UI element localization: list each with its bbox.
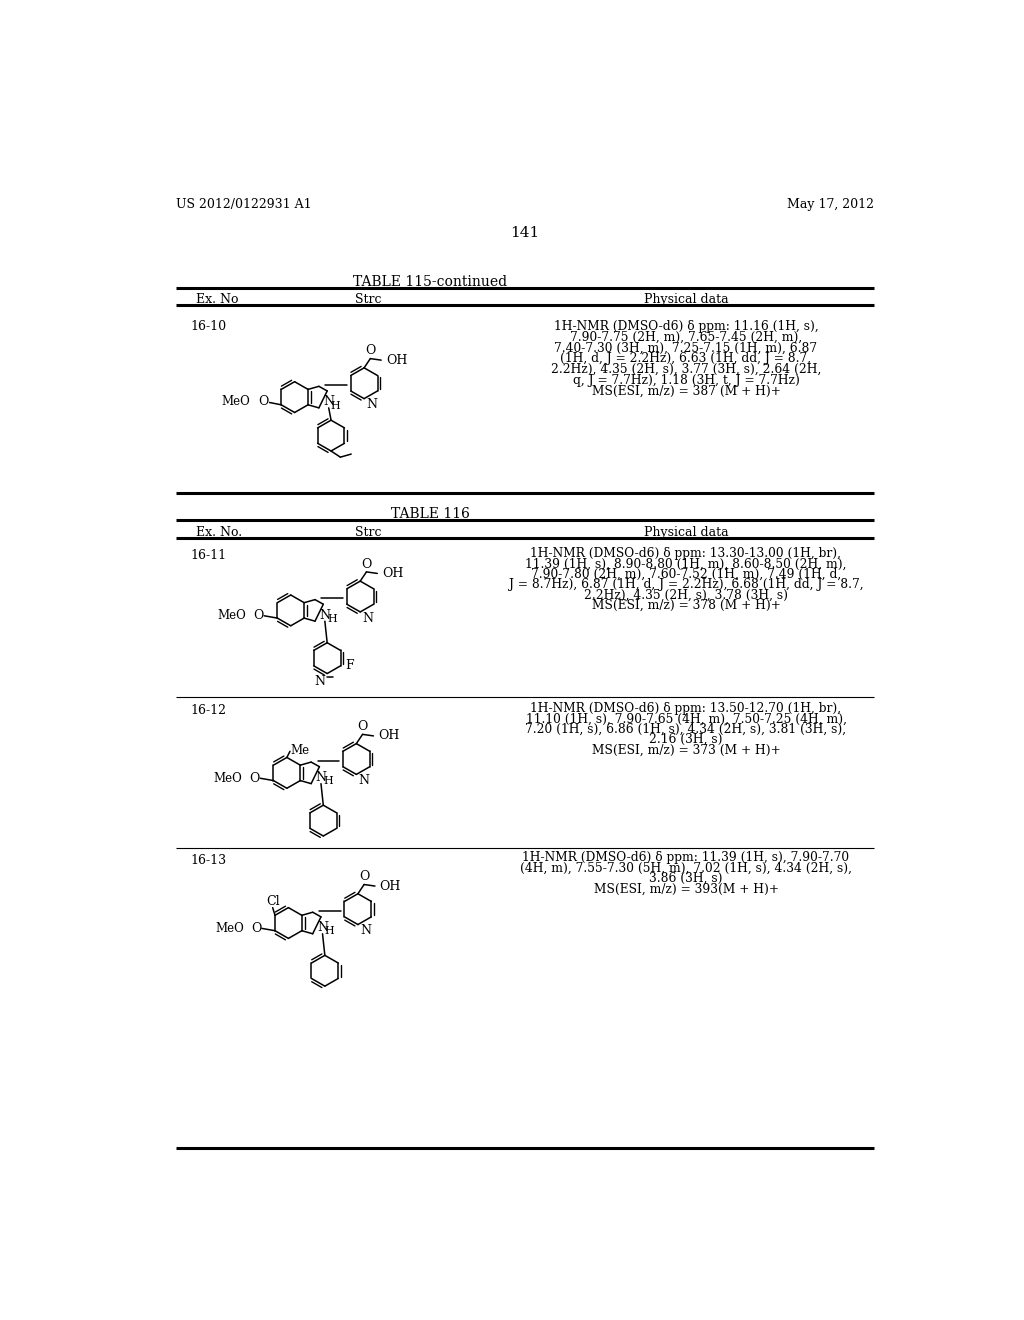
Text: 1H-NMR (DMSO-d6) δ ppm: 13.30-13.00 (1H, br),: 1H-NMR (DMSO-d6) δ ppm: 13.30-13.00 (1H,… (530, 548, 842, 560)
Text: O: O (366, 345, 376, 358)
Text: O: O (254, 610, 264, 622)
Text: N: N (317, 921, 328, 935)
Text: MS(ESI, m/z) = 393(M + H)+: MS(ESI, m/z) = 393(M + H)+ (594, 883, 778, 895)
Text: MeO: MeO (217, 610, 247, 622)
Text: H: H (331, 400, 341, 411)
Text: 1H-NMR (DMSO-d6) δ ppm: 13.50-12.70 (1H, br),: 1H-NMR (DMSO-d6) δ ppm: 13.50-12.70 (1H,… (530, 702, 842, 715)
Text: Me: Me (290, 744, 309, 758)
Text: 7.40-7.30 (3H, m), 7.25-7.15 (1H, m), 6.87: 7.40-7.30 (3H, m), 7.25-7.15 (1H, m), 6.… (554, 342, 817, 355)
Text: 2.2Hz), 4.35 (2H, s), 3.78 (3H, s): 2.2Hz), 4.35 (2H, s), 3.78 (3H, s) (584, 589, 788, 602)
Text: J = 8.7Hz), 6.87 (1H, d, J = 2.2Hz), 6.68 (1H, dd, J = 8.7,: J = 8.7Hz), 6.87 (1H, d, J = 2.2Hz), 6.6… (509, 578, 863, 591)
Text: 3.86 (3H, s): 3.86 (3H, s) (649, 873, 723, 886)
Text: Strc: Strc (355, 293, 382, 306)
Text: May 17, 2012: May 17, 2012 (786, 198, 873, 211)
Text: 7.90-7.80 (2H, m), 7.60-7.52 (1H, m), 7.49 (1H, d,: 7.90-7.80 (2H, m), 7.60-7.52 (1H, m), 7.… (530, 568, 841, 581)
Text: N: N (315, 771, 327, 784)
Text: Ex. No: Ex. No (197, 293, 239, 306)
Text: 1H-NMR (DMSO-d6) δ ppm: 11.16 (1H, s),: 1H-NMR (DMSO-d6) δ ppm: 11.16 (1H, s), (554, 321, 818, 333)
Text: MeO: MeO (214, 772, 243, 785)
Text: N: N (358, 774, 370, 787)
Text: q, J = 7.7Hz), 1.18 (3H, t, J = 7.7Hz): q, J = 7.7Hz), 1.18 (3H, t, J = 7.7Hz) (572, 374, 800, 387)
Text: 16-13: 16-13 (190, 854, 226, 867)
Text: OH: OH (380, 879, 401, 892)
Text: 2.16 (3H, s): 2.16 (3H, s) (649, 733, 723, 746)
Text: O: O (258, 395, 268, 408)
Text: 11.39 (1H, s), 8.90-8.80 (1H, m), 8.60-8.50 (2H, m),: 11.39 (1H, s), 8.90-8.80 (1H, m), 8.60-8… (525, 557, 847, 570)
Text: N: N (319, 609, 331, 622)
Text: 16-11: 16-11 (190, 549, 226, 562)
Text: 7.90-7.75 (2H, m), 7.65-7.45 (2H, m),: 7.90-7.75 (2H, m), 7.65-7.45 (2H, m), (570, 331, 802, 345)
Text: MeO: MeO (215, 921, 244, 935)
Text: (1H, d, J = 2.2Hz), 6.63 (1H, dd, J = 8.7,: (1H, d, J = 2.2Hz), 6.63 (1H, dd, J = 8.… (560, 352, 812, 366)
Text: OH: OH (386, 354, 408, 367)
Text: MS(ESI, m/z) = 378 (M + H)+: MS(ESI, m/z) = 378 (M + H)+ (592, 599, 780, 612)
Text: N: N (367, 399, 378, 412)
Text: MS(ESI, m/z) = 373 (M + H)+: MS(ESI, m/z) = 373 (M + H)+ (592, 743, 780, 756)
Text: MS(ESI, m/z) = 387 (M + H)+: MS(ESI, m/z) = 387 (M + H)+ (592, 385, 780, 397)
Text: OH: OH (382, 566, 403, 579)
Text: 11.10 (1H, s), 7.90-7.65 (4H, m), 7.50-7.25 (4H, m),: 11.10 (1H, s), 7.90-7.65 (4H, m), 7.50-7… (525, 713, 847, 726)
Text: TABLE 115-continued: TABLE 115-continued (353, 276, 507, 289)
Text: Physical data: Physical data (644, 293, 728, 306)
Text: N: N (360, 924, 372, 937)
Text: TABLE 116: TABLE 116 (391, 507, 470, 521)
Text: 16-12: 16-12 (190, 704, 226, 717)
Text: MeO: MeO (221, 395, 250, 408)
Text: 16-10: 16-10 (190, 321, 226, 333)
Text: 7.20 (1H, s), 6.86 (1H, s), 4.34 (2H, s), 3.81 (3H, s),: 7.20 (1H, s), 6.86 (1H, s), 4.34 (2H, s)… (525, 723, 847, 735)
Text: O: O (251, 921, 261, 935)
Text: US 2012/0122931 A1: US 2012/0122931 A1 (176, 198, 311, 211)
Text: H: H (327, 614, 337, 624)
Text: 2.2Hz), 4.35 (2H, s), 3.77 (3H, s), 2.64 (2H,: 2.2Hz), 4.35 (2H, s), 3.77 (3H, s), 2.64… (551, 363, 821, 376)
Text: N: N (362, 611, 374, 624)
Text: H: H (325, 927, 335, 936)
Text: (4H, m), 7.55-7.30 (5H, m), 7.02 (1H, s), 4.34 (2H, s),: (4H, m), 7.55-7.30 (5H, m), 7.02 (1H, s)… (520, 862, 852, 875)
Text: Strc: Strc (355, 525, 382, 539)
Text: O: O (361, 557, 372, 570)
Text: OH: OH (378, 730, 399, 742)
Text: Cl: Cl (266, 895, 280, 908)
Text: 1H-NMR (DMSO-d6) δ ppm: 11.39 (1H, s), 7.90-7.70: 1H-NMR (DMSO-d6) δ ppm: 11.39 (1H, s), 7… (522, 851, 850, 865)
Text: N: N (324, 395, 334, 408)
Text: O: O (357, 721, 368, 733)
Text: N: N (314, 675, 326, 688)
Text: O: O (359, 870, 370, 883)
Text: Physical data: Physical data (644, 525, 728, 539)
Text: O: O (250, 772, 260, 785)
Text: F: F (345, 659, 354, 672)
Text: 141: 141 (510, 226, 540, 240)
Text: Ex. No.: Ex. No. (197, 525, 243, 539)
Text: H: H (324, 776, 333, 787)
